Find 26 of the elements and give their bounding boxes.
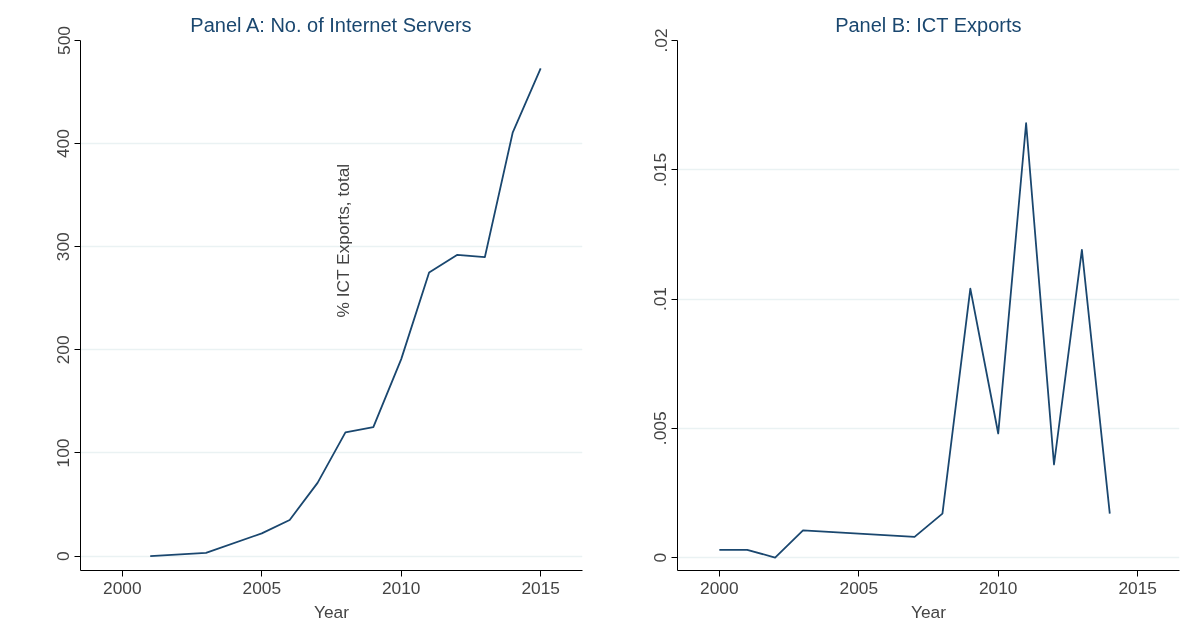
y-tick-label: .02 <box>650 28 671 53</box>
y-tick-label: 0 <box>650 552 671 563</box>
x-tick-label: 2015 <box>1118 577 1157 598</box>
chart-title: Panel A: No. of Internet Servers <box>190 13 472 36</box>
y-tick-label: 500 <box>53 26 74 55</box>
line-series <box>149 67 542 557</box>
y-tick-label: .005 <box>650 411 671 446</box>
line-series <box>718 122 1111 559</box>
x-tick-label: 2005 <box>839 577 879 598</box>
y-tick-label: .015 <box>650 152 671 187</box>
annotation: % ICT Exports, total <box>332 163 353 318</box>
chart-title: Panel B: ICT Exports <box>835 13 1022 36</box>
y-tick-label: 300 <box>53 232 74 262</box>
x-tick-label: 2005 <box>242 577 282 598</box>
y-tick-label: 400 <box>53 129 74 159</box>
x-tick-label: 2010 <box>978 577 1018 598</box>
y-tick-label: .01 <box>650 286 671 312</box>
x-axis-title: Year <box>910 601 947 622</box>
x-tick-label: 2000 <box>103 577 142 598</box>
y-tick-label: 0 <box>53 551 74 561</box>
y-tick-label: 200 <box>53 335 74 365</box>
y-tick-label: 100 <box>53 438 74 468</box>
x-tick-label: 2000 <box>700 577 739 598</box>
x-axis-title: Year <box>313 601 350 622</box>
x-tick-label: 2010 <box>381 577 421 598</box>
x-tick-label: 2015 <box>521 577 560 598</box>
